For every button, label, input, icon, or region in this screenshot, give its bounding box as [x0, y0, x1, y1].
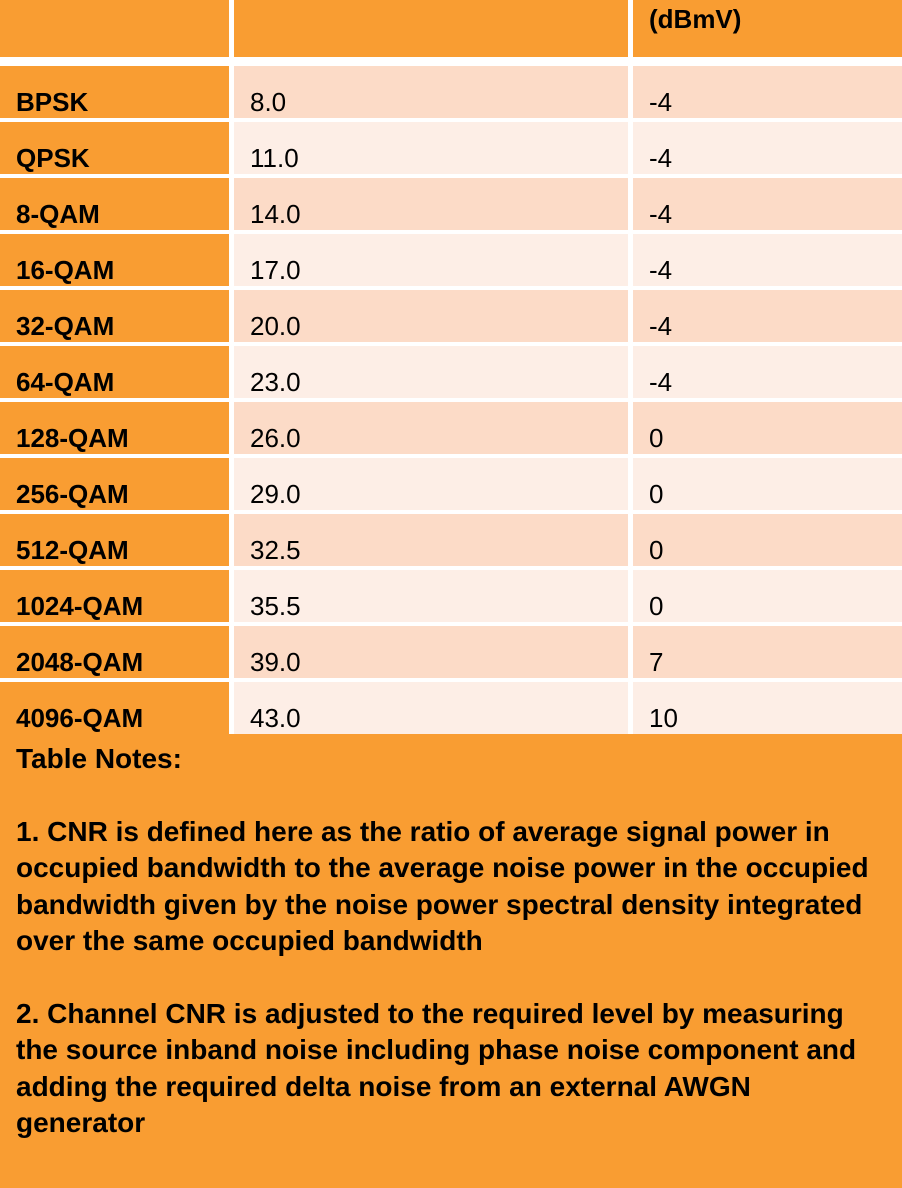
level-cell: 0 — [633, 458, 902, 510]
table-row: 1024-QAM 35.5 0 — [0, 570, 902, 626]
cnr-value: 20.0 — [250, 311, 301, 341]
table-row: 128-QAM 26.0 0 — [0, 402, 902, 458]
cnr-value: 43.0 — [250, 703, 301, 733]
level-cell: 0 — [633, 402, 902, 454]
cnr-cell: 32.5 — [234, 514, 628, 566]
modulation-cell: 8-QAM — [0, 178, 229, 230]
table-header: (dBmV) — [0, 0, 902, 57]
cnr-cell: 29.0 — [234, 458, 628, 510]
cnr-cell: 26.0 — [234, 402, 628, 454]
cnr-value: 29.0 — [250, 479, 301, 509]
note-2: 2. Channel CNR is adjusted to the requir… — [16, 997, 857, 1139]
cnr-value: 23.0 — [250, 367, 301, 397]
cnr-cell: 23.0 — [234, 346, 628, 398]
level-cell: -4 — [633, 346, 902, 398]
modulation-label: 16-QAM — [16, 255, 115, 285]
table-row: 256-QAM 29.0 0 — [0, 458, 902, 514]
level-value: -4 — [649, 87, 673, 117]
level-value: 0 — [649, 479, 664, 509]
table-body: BPSK 8.0 -4 QPSK 11.0 -4 8-QAM 14.0 -4 1… — [0, 66, 902, 750]
modulation-cell: 1024-QAM — [0, 570, 229, 622]
cnr-cell: 35.5 — [234, 570, 628, 622]
modulation-label: 8-QAM — [16, 199, 100, 229]
note-1: 1. CNR is defined here as the ratio of a… — [16, 815, 869, 957]
header-cell-modulation — [0, 0, 229, 57]
table-row: 32-QAM 20.0 -4 — [0, 290, 902, 346]
cnr-cell: 8.0 — [234, 66, 628, 118]
modulation-label: 128-QAM — [16, 423, 129, 453]
modulation-cell: 256-QAM — [0, 458, 229, 510]
level-cell: 0 — [633, 570, 902, 622]
table-row: 4096-QAM 43.0 10 — [0, 682, 902, 750]
table-row: 2048-QAM 39.0 7 — [0, 626, 902, 682]
table-row: BPSK 8.0 -4 — [0, 66, 902, 122]
table-row: QPSK 11.0 -4 — [0, 122, 902, 178]
level-cell: 0 — [633, 514, 902, 566]
level-value: -4 — [649, 367, 673, 397]
table-row: 8-QAM 14.0 -4 — [0, 178, 902, 234]
level-value: 10 — [649, 703, 678, 733]
cnr-value: 32.5 — [250, 535, 301, 565]
cnr-cell: 20.0 — [234, 290, 628, 342]
notes-title: Table Notes: — [16, 743, 182, 774]
level-value: -4 — [649, 255, 673, 285]
cnr-value: 8.0 — [250, 87, 287, 117]
modulation-label: 2048-QAM — [16, 647, 144, 677]
cnr-cell: 17.0 — [234, 234, 628, 286]
cnr-value: 14.0 — [250, 199, 301, 229]
level-value: 0 — [649, 591, 664, 621]
cnr-cell: 14.0 — [234, 178, 628, 230]
modulation-label: 4096-QAM — [16, 703, 144, 733]
level-cell: 7 — [633, 626, 902, 678]
modulation-cell: 512-QAM — [0, 514, 229, 566]
level-cell: -4 — [633, 234, 902, 286]
modulation-label: BPSK — [16, 87, 89, 117]
level-value: 0 — [649, 535, 664, 565]
cnr-value: 17.0 — [250, 255, 301, 285]
cnr-value: 11.0 — [250, 143, 299, 173]
cnr-value: 39.0 — [250, 647, 301, 677]
level-value: -4 — [649, 311, 673, 341]
modulation-label: QPSK — [16, 143, 90, 173]
level-cell: -4 — [633, 122, 902, 174]
modulation-label: 256-QAM — [16, 479, 129, 509]
modulation-label: 1024-QAM — [16, 591, 144, 621]
header-cell-level: (dBmV) — [633, 0, 902, 57]
level-value: 0 — [649, 423, 664, 453]
modulation-label: 64-QAM — [16, 367, 115, 397]
table-row: 64-QAM 23.0 -4 — [0, 346, 902, 402]
modulation-cell: 128-QAM — [0, 402, 229, 454]
modulation-cell: QPSK — [0, 122, 229, 174]
cnr-cell: 11.0 — [234, 122, 628, 174]
modulation-label: 32-QAM — [16, 311, 115, 341]
level-cell: -4 — [633, 290, 902, 342]
level-value: -4 — [649, 143, 673, 173]
modulation-cell: 64-QAM — [0, 346, 229, 398]
table-row: 512-QAM 32.5 0 — [0, 514, 902, 570]
modulation-cell: 16-QAM — [0, 234, 229, 286]
header-cell-cnr — [234, 0, 628, 57]
table-row: 16-QAM 17.0 -4 — [0, 234, 902, 290]
cnr-value: 35.5 — [250, 591, 301, 621]
modulation-label: 512-QAM — [16, 535, 129, 565]
level-cell: -4 — [633, 66, 902, 118]
modulation-cell: 32-QAM — [0, 290, 229, 342]
cnr-cell: 39.0 — [234, 626, 628, 678]
level-cell: -4 — [633, 178, 902, 230]
modulation-cell: 2048-QAM — [0, 626, 229, 678]
table-notes: Table Notes: 1. CNR is defined here as t… — [0, 734, 902, 1188]
header-level-unit: (dBmV) — [649, 4, 742, 34]
level-value: -4 — [649, 199, 673, 229]
cnr-value: 26.0 — [250, 423, 301, 453]
level-value: 7 — [649, 647, 664, 677]
modulation-cell: BPSK — [0, 66, 229, 118]
